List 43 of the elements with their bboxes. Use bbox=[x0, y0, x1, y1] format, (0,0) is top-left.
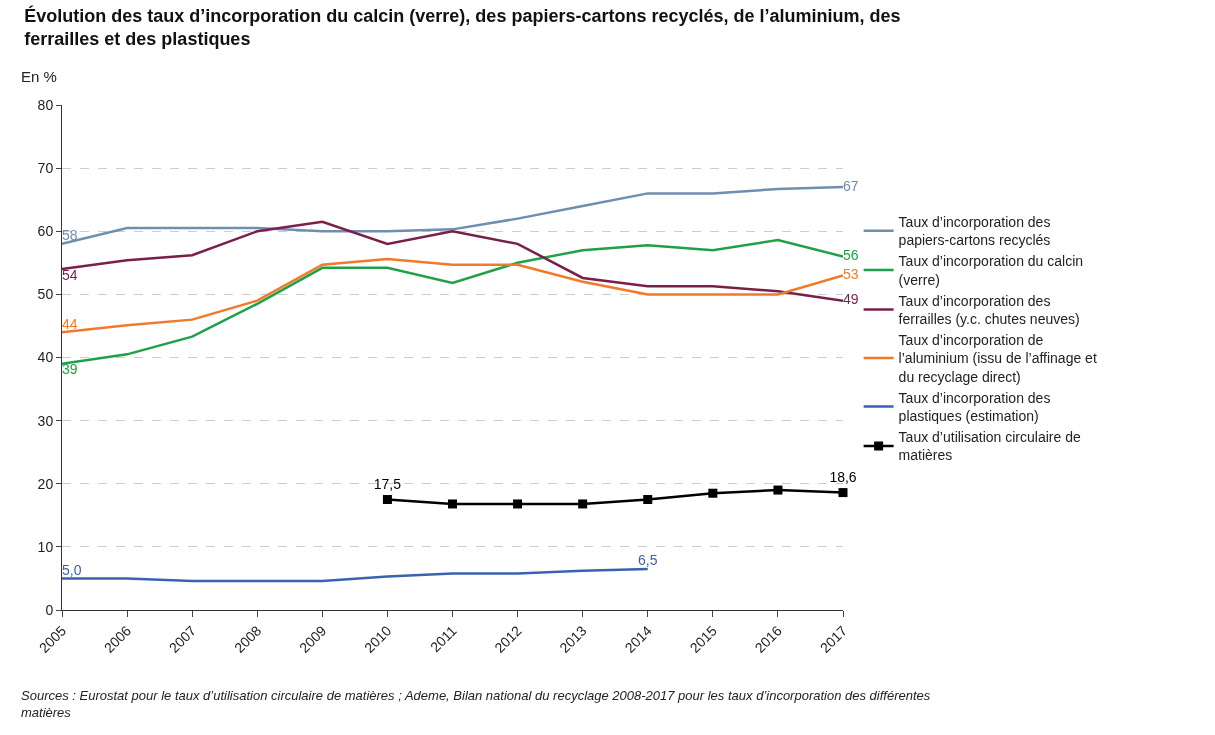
data-label: 5,0 bbox=[62, 561, 82, 578]
point bbox=[513, 499, 523, 509]
source-note: Sources : Eurostat pour le taux d’utilisation circulaire de matières ; Ademe, Bilan national du recyclage 2008-2017 pour les taux d’incorporation des différentes matières bbox=[21, 688, 931, 720]
y-tick-label: 20 bbox=[37, 475, 54, 492]
y-tick-label: 10 bbox=[37, 538, 54, 555]
line-series bbox=[62, 185, 843, 246]
data-label: 67 bbox=[843, 177, 859, 194]
y-tick-label: 30 bbox=[37, 412, 54, 429]
y-axis-title: En % bbox=[21, 68, 57, 85]
point bbox=[382, 495, 392, 505]
y-tick-label: 80 bbox=[37, 96, 54, 113]
legend-label: Taux d’incorporation de l’aluminium (issu de l’affinage et du recyclage direct) bbox=[898, 332, 1097, 385]
legend-label: Taux d’incorporation du calcin (verre) bbox=[898, 253, 1084, 288]
y-tick-label: 40 bbox=[37, 349, 54, 366]
data-label: 58 bbox=[62, 227, 78, 244]
y-tick-label: 70 bbox=[37, 160, 54, 177]
line-series bbox=[62, 257, 843, 334]
legend-label: Taux d’incorporation des plastiques (estimation) bbox=[898, 389, 1051, 425]
point bbox=[578, 499, 588, 509]
data-label: 49 bbox=[843, 291, 859, 308]
line-series bbox=[62, 238, 843, 366]
data-label: 44 bbox=[62, 315, 78, 332]
legend-label: Taux d’incorporation des papiers-cartons recyclés bbox=[898, 214, 1051, 249]
data-label: 39 bbox=[62, 361, 78, 378]
line-series bbox=[62, 567, 649, 583]
legend-label: Taux d’incorporation des ferrailles (y.c. chutes neuves) bbox=[898, 292, 1080, 328]
point bbox=[773, 485, 783, 495]
data-label: 18,6 bbox=[829, 469, 857, 486]
y-tick-label: 0 bbox=[45, 601, 54, 618]
point bbox=[708, 488, 718, 498]
data-label: 17,5 bbox=[373, 476, 402, 493]
data-label: 53 bbox=[843, 265, 859, 282]
data-label: 56 bbox=[843, 247, 859, 263]
point bbox=[838, 488, 848, 498]
y-tick-label: 60 bbox=[37, 223, 54, 240]
point bbox=[643, 495, 653, 505]
legend-label: Taux d’utilisation circulaire de matières bbox=[898, 429, 1081, 464]
data-label: 54 bbox=[62, 266, 78, 283]
chart-title: Évolution des taux d’incorporation du calcin (verre), des papiers-cartons recyclés, de l’aluminium, des ferrailles et des plastiques bbox=[24, 5, 901, 50]
y-tick-label: 50 bbox=[37, 286, 54, 303]
data-label: 6,5 bbox=[638, 552, 658, 569]
line-series bbox=[62, 220, 843, 302]
point bbox=[448, 499, 457, 509]
